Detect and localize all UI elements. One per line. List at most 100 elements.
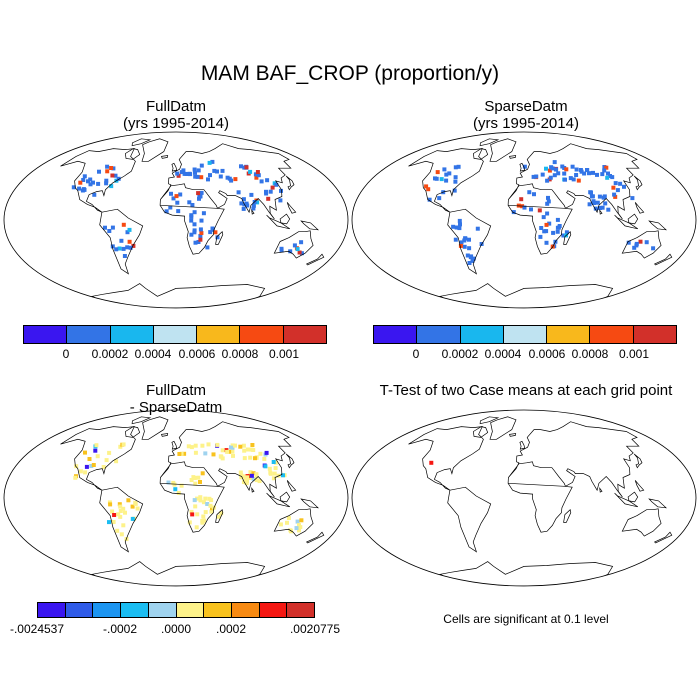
grid-cell	[608, 174, 612, 178]
colorbar-segment	[287, 603, 315, 617]
grid-cell	[88, 182, 93, 187]
grid-cell	[453, 179, 458, 184]
coastline-baffin	[473, 426, 489, 438]
grid-cell	[105, 169, 110, 174]
grid-cell	[556, 171, 561, 176]
grid-cell	[206, 177, 210, 182]
coastline-philippines	[286, 480, 297, 492]
grid-cell	[114, 247, 119, 252]
grid-cell	[544, 222, 549, 227]
grid-cell	[121, 523, 126, 528]
ttest-significance-note: Cells are significant at 0.1 level	[443, 612, 609, 626]
colorbar-tick-label: 0.001	[618, 347, 650, 361]
grid-cell	[467, 237, 471, 242]
grid-cell	[114, 459, 119, 464]
grid-cell	[268, 470, 273, 475]
colorbar-segment	[153, 326, 198, 343]
coastline-new-guinea	[300, 220, 320, 231]
grid-cell	[459, 240, 464, 245]
coastline-new-guinea	[300, 498, 320, 509]
grid-cell	[615, 188, 620, 193]
grid-cell	[203, 510, 208, 515]
grid-cell	[112, 513, 117, 517]
grid-cell	[264, 191, 269, 196]
grid-cell	[444, 172, 449, 177]
grid-cell	[552, 173, 557, 178]
grid-cell	[189, 445, 194, 450]
grid-cell	[208, 230, 213, 235]
colorbar-tick-label: 0.001	[268, 347, 300, 361]
grid-cell	[203, 496, 208, 501]
coastline-indonesia	[614, 492, 638, 508]
grid-cell	[168, 205, 173, 210]
colorbar-tick-label: 0.0004	[484, 347, 522, 361]
grid-cell	[295, 519, 300, 524]
grid-cell	[215, 442, 220, 447]
grid-cell	[511, 210, 516, 215]
coastline-north-america	[408, 426, 484, 491]
grid-cell	[294, 526, 299, 531]
grid-cell	[84, 464, 89, 469]
grid-cell	[545, 201, 550, 206]
coastline-philippines	[634, 202, 645, 214]
colorbar-segment	[121, 603, 149, 617]
grid-cell	[622, 184, 626, 189]
grid-cell	[88, 177, 93, 182]
grid-cell	[462, 238, 467, 243]
grid-cell	[606, 171, 610, 176]
grid-cell	[130, 516, 135, 521]
grid-cell	[118, 444, 123, 449]
coastline-sri-lanka	[251, 208, 255, 215]
grid-cell	[193, 443, 198, 448]
grid-cell	[81, 178, 86, 182]
grid-cell	[564, 167, 569, 172]
colorbar-tick-label: 0.0002	[441, 347, 479, 361]
grid-cell	[253, 456, 257, 461]
colorbar-tick-label: 0.0006	[178, 347, 216, 361]
colorbar-segment	[110, 326, 154, 343]
grid-cell	[107, 450, 112, 455]
grid-cell	[93, 448, 98, 453]
coastline-australia	[273, 508, 314, 537]
grid-cell	[115, 528, 120, 533]
grid-cell	[600, 172, 605, 177]
grid-cell	[122, 254, 127, 258]
coastline-iceland	[161, 155, 169, 159]
colorbar-fulldatm	[23, 325, 327, 344]
grid-cell	[534, 174, 539, 179]
grid-cell	[457, 226, 462, 231]
colorbar-segment	[240, 326, 284, 343]
grid-cell	[451, 224, 456, 229]
grid-cell	[176, 173, 181, 178]
grid-cell	[551, 230, 556, 235]
coastline-new-zealand	[653, 253, 673, 266]
grid-cell	[522, 205, 527, 210]
grid-cell	[271, 476, 276, 481]
map-fulldatm	[3, 131, 349, 309]
grid-cell	[199, 175, 204, 180]
grid-cell	[110, 225, 115, 230]
coastline-borneo	[627, 213, 639, 225]
grid-cell	[190, 203, 195, 207]
grid-cell	[241, 480, 246, 485]
grid-cell	[193, 450, 198, 455]
grid-cell	[245, 203, 250, 208]
grid-cell	[192, 228, 197, 233]
grid-cell	[175, 200, 180, 205]
grid-cell	[545, 211, 550, 216]
grid-cell	[110, 509, 115, 514]
grid-cell	[453, 237, 458, 242]
grid-cell	[187, 520, 192, 525]
grid-cell	[118, 504, 123, 509]
grid-cell	[113, 173, 118, 178]
grid-cell	[233, 443, 237, 448]
grid-cell	[272, 471, 277, 476]
grid-cell	[242, 474, 247, 479]
grid-cell	[195, 512, 200, 517]
grid-cell	[199, 231, 204, 235]
grid-cell	[178, 192, 183, 197]
grid-cell	[127, 239, 132, 244]
grid-cell	[598, 206, 602, 210]
grid-cell	[121, 442, 126, 447]
colorbar-segment	[148, 603, 177, 617]
